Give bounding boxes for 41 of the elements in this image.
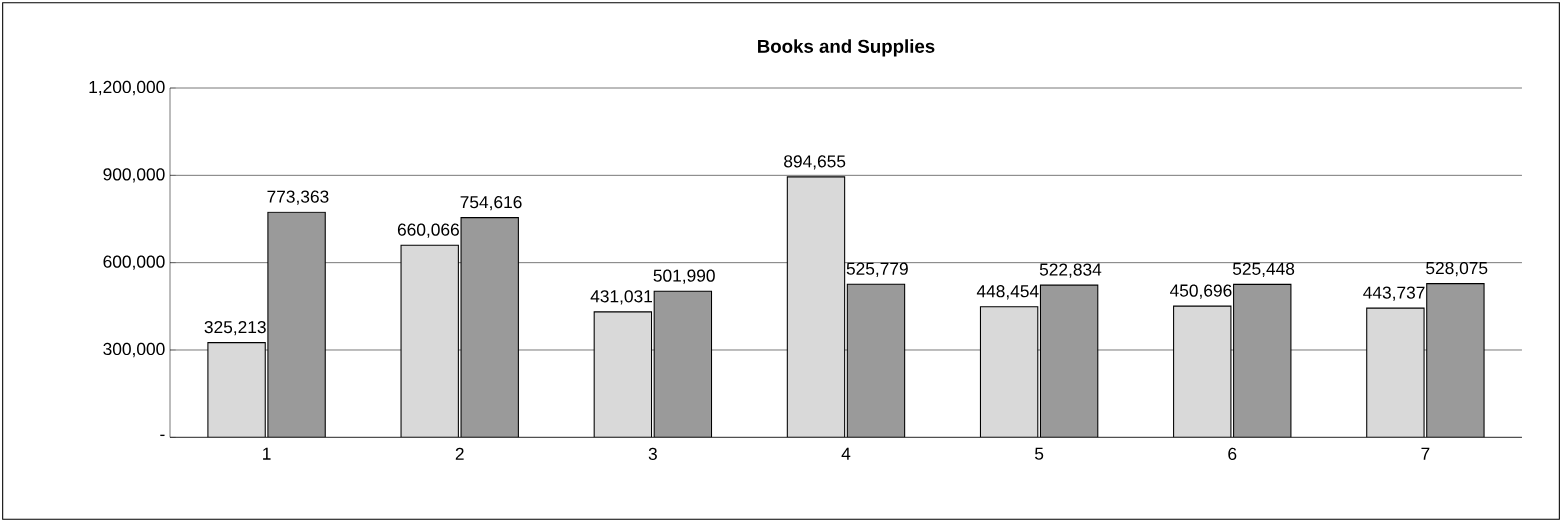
data-label: 448,454 bbox=[976, 285, 1039, 300]
data-label: 450,696 bbox=[1170, 284, 1232, 299]
data-label: 894,655 bbox=[784, 155, 846, 170]
data-label: 525,448 bbox=[1232, 262, 1295, 277]
bar bbox=[1233, 284, 1291, 438]
bar bbox=[207, 342, 266, 438]
data-label: 660,066 bbox=[397, 223, 459, 238]
bar bbox=[267, 211, 326, 438]
bar bbox=[400, 244, 459, 438]
bar bbox=[1366, 307, 1425, 438]
y-tick-label: 900,000 bbox=[103, 168, 165, 183]
bar bbox=[1173, 306, 1231, 438]
data-label: 754,616 bbox=[460, 195, 522, 211]
x-tick-label: 2 bbox=[455, 447, 464, 460]
y-tick-label: 1,200,000 bbox=[89, 80, 165, 96]
data-label: 501,990 bbox=[653, 269, 715, 284]
x-tick-label: 7 bbox=[1421, 447, 1430, 460]
bar bbox=[786, 176, 846, 438]
bar bbox=[593, 311, 653, 438]
bar bbox=[1039, 284, 1099, 438]
y-tick-label: 300,000 bbox=[103, 342, 165, 358]
x-tick-label: 4 bbox=[841, 447, 851, 460]
data-label: 431,031 bbox=[590, 290, 652, 305]
bar bbox=[979, 306, 1039, 438]
data-label: 525,779 bbox=[846, 262, 908, 277]
x-tick-label: 6 bbox=[1228, 447, 1237, 461]
bar bbox=[1426, 283, 1485, 438]
bar bbox=[460, 217, 519, 438]
data-label: 443,737 bbox=[1363, 286, 1425, 301]
x-tick-label: 1 bbox=[263, 447, 271, 460]
data-label: 522,834 bbox=[1039, 263, 1102, 278]
bar bbox=[653, 290, 713, 438]
bar bbox=[846, 283, 906, 438]
y-tick-label: - bbox=[160, 434, 165, 437]
data-label: 325,213 bbox=[204, 320, 266, 336]
y-tick-label: 600,000 bbox=[103, 255, 165, 270]
data-label: 528,075 bbox=[1426, 261, 1488, 277]
data-label: 773,363 bbox=[267, 190, 329, 205]
chart-title: Books and Supplies bbox=[758, 39, 935, 57]
x-tick-label: 5 bbox=[1034, 447, 1044, 460]
x-tick-label: 3 bbox=[648, 447, 657, 461]
